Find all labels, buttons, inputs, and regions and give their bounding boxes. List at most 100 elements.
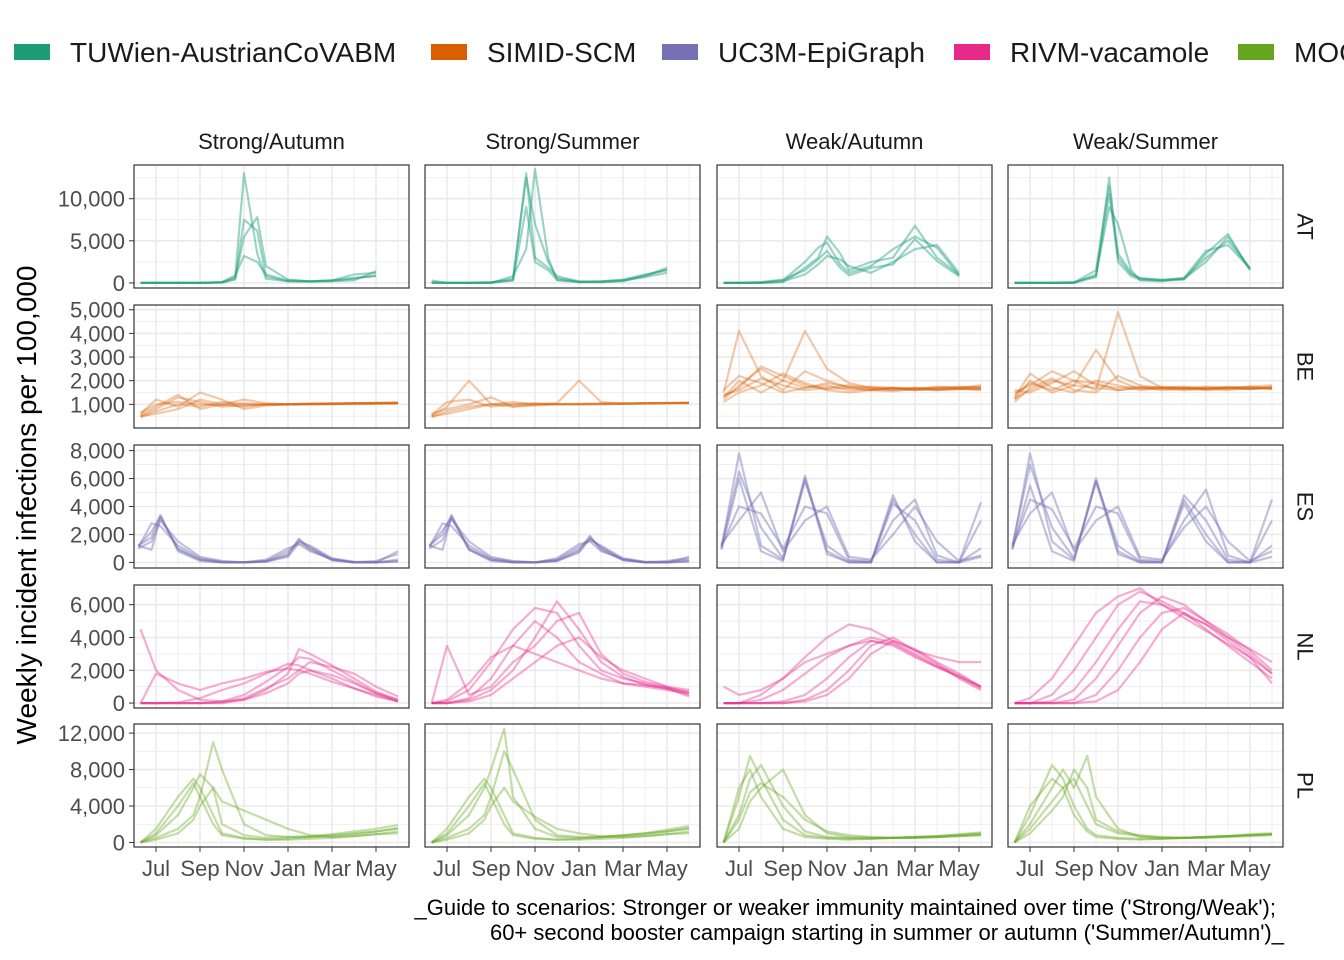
panel-border (424, 304, 701, 429)
caption-line-1: _Guide to scenarios: Stronger or weaker … (414, 895, 1276, 920)
x-tick-label: Jul (142, 856, 170, 881)
y-tick-label: 0 (113, 550, 125, 575)
series-line (140, 218, 377, 284)
series-line (431, 782, 690, 844)
series-line (720, 477, 982, 564)
legend-label: UC3M-EpiGraph (718, 37, 925, 68)
series-line (722, 374, 982, 394)
series-line (722, 329, 982, 399)
y-tick-label: 4,000 (70, 321, 125, 346)
y-tick-label: 2,000 (70, 369, 125, 394)
panel-border (1007, 723, 1284, 848)
series-line (723, 372, 981, 403)
x-tick-label: Sep (1054, 856, 1093, 881)
series-line (1013, 374, 1272, 403)
panel-background (425, 724, 700, 847)
series-line (431, 172, 668, 284)
series-line (431, 750, 690, 844)
series-line (720, 491, 982, 563)
series-line (139, 667, 399, 704)
x-tick-label: Jul (725, 856, 753, 881)
facet-panel (716, 444, 993, 569)
x-axes: Jul Sep Nov Jan Mar May Jul Sep Nov Jan Mar May Jul S… (142, 847, 1271, 881)
panel-border (1007, 164, 1284, 289)
series-line (140, 656, 399, 705)
x-tick-label: Sep (763, 856, 802, 881)
column-strip-label: Strong/Summer (485, 129, 639, 154)
panel-background (717, 585, 992, 708)
series-line (429, 515, 690, 564)
panel-border (133, 164, 410, 289)
series-line (140, 400, 399, 414)
row-strip-labels: AT BE ES NL PL (1293, 213, 1318, 799)
legend-label: SIMID-SCM (487, 37, 636, 68)
series-line (1014, 595, 1273, 705)
y-tick-label: 5,000 (70, 229, 125, 254)
x-tick-label: Nov (807, 856, 846, 881)
series-line (1014, 590, 1273, 705)
series-line (1013, 379, 1273, 401)
series-line (722, 329, 982, 393)
panel-background (134, 585, 409, 708)
panel-border (424, 723, 701, 848)
series-line (140, 396, 399, 418)
series-line (140, 393, 399, 416)
legend-swatch (954, 44, 990, 60)
series-line (1014, 768, 1273, 844)
series-line (139, 777, 399, 844)
x-tick-label: Mar (896, 856, 934, 881)
series-line (428, 516, 690, 564)
y-tick-label: 4,000 (70, 625, 125, 650)
panel-background (1008, 585, 1283, 708)
series-line (431, 176, 668, 284)
facet-panel (424, 444, 701, 569)
panel-border (716, 164, 993, 289)
panel-background (717, 305, 992, 428)
legend-swatch (1238, 44, 1274, 60)
facet-panel (424, 584, 701, 709)
series-line (720, 452, 982, 564)
series-line (723, 235, 960, 284)
series-line (430, 398, 690, 416)
facet-panel (716, 164, 993, 289)
x-tick-label: May (938, 856, 980, 881)
series-line (431, 168, 668, 284)
series-line (1013, 777, 1273, 843)
panel-background (425, 585, 700, 708)
series-line (1014, 193, 1251, 284)
y-tick-label: 5,000 (70, 298, 125, 323)
column-strip-label: Weak/Autumn (786, 129, 924, 154)
x-tick-label: Jan (270, 856, 305, 881)
x-tick-label: Mar (313, 856, 351, 881)
x-tick-label: Mar (604, 856, 642, 881)
series-line (722, 782, 982, 844)
series-line (723, 636, 982, 705)
series-line (431, 606, 690, 705)
series-line (1014, 587, 1273, 705)
series-line (140, 741, 399, 844)
series-line (722, 768, 982, 843)
series-line (138, 516, 399, 564)
legend-swatch (662, 44, 698, 60)
legend-item: RIVM-vacamole (954, 37, 1209, 68)
x-tick-label: Jul (1016, 856, 1044, 881)
row-strip-label: PL (1293, 772, 1318, 799)
panel-border (424, 444, 701, 569)
y-tick-label: 4,000 (70, 794, 125, 819)
y-tick-label: 12,000 (58, 721, 125, 746)
panel-border (716, 444, 993, 569)
series-line (428, 513, 690, 564)
facet-panels (133, 164, 1284, 848)
series-line (431, 379, 689, 419)
panel-border (716, 723, 993, 848)
y-tick-label: 3,000 (70, 345, 125, 370)
series-line (720, 470, 983, 564)
legend-item: SIMID-SCM (431, 37, 636, 68)
panel-border (133, 304, 410, 429)
legend-swatch (431, 44, 467, 60)
facet-panel (1007, 584, 1284, 709)
series-line (428, 522, 690, 564)
y-axes: 05,00010,0001,0002,0003,0004,0005,00002,… (58, 187, 134, 855)
facet-panel (424, 164, 701, 289)
series-line (1014, 176, 1251, 284)
